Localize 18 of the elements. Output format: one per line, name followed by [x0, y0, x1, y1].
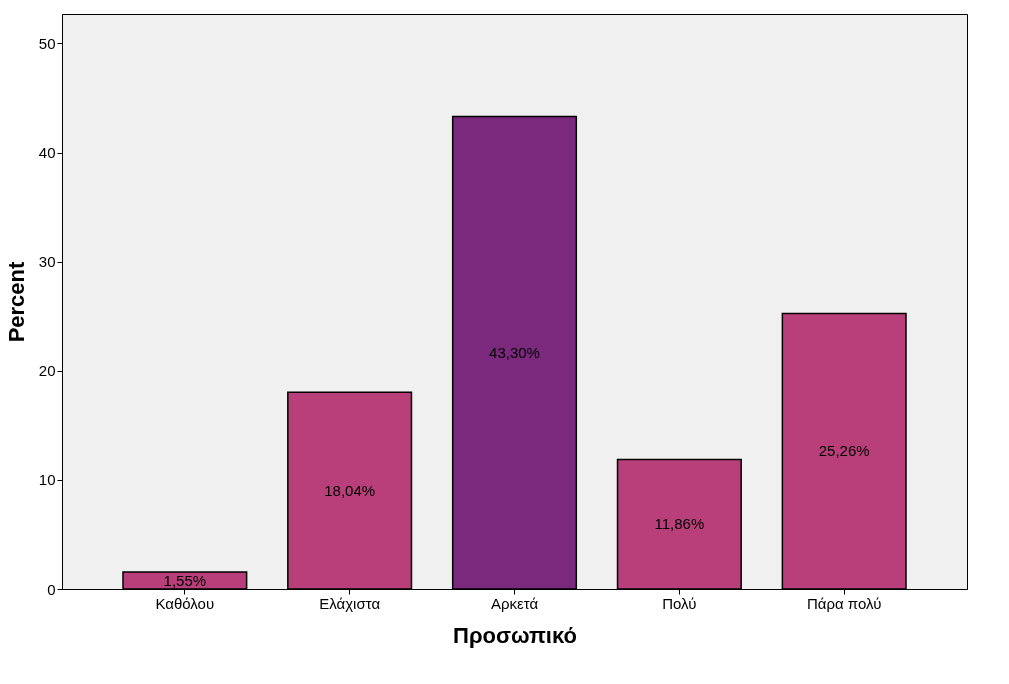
- y-tick-label: 30: [38, 253, 56, 271]
- y-tick-label: 0: [47, 580, 56, 598]
- data-label: 18,04%: [324, 481, 376, 499]
- x-tick-label: Πάρα πολύ: [806, 594, 882, 612]
- y-tick-label: 50: [38, 34, 56, 52]
- x-tick-label: Καθόλου: [155, 594, 215, 612]
- x-tick-label: Ελάχιστα: [319, 594, 381, 612]
- x-tick-label: Αρκετά: [490, 594, 539, 612]
- x-axis-title: Προσωπικό: [453, 622, 577, 648]
- y-tick-label: 20: [38, 362, 56, 380]
- y-axis-title: Percent: [3, 260, 29, 343]
- x-tick-label: Πολύ: [662, 594, 697, 612]
- data-label: 25,26%: [818, 442, 870, 460]
- y-tick-label: 10: [38, 471, 56, 489]
- data-label: 11,86%: [654, 515, 705, 533]
- data-label: 1,55%: [163, 571, 207, 589]
- y-tick-label: 40: [38, 144, 56, 162]
- data-label: 43,30%: [489, 343, 540, 361]
